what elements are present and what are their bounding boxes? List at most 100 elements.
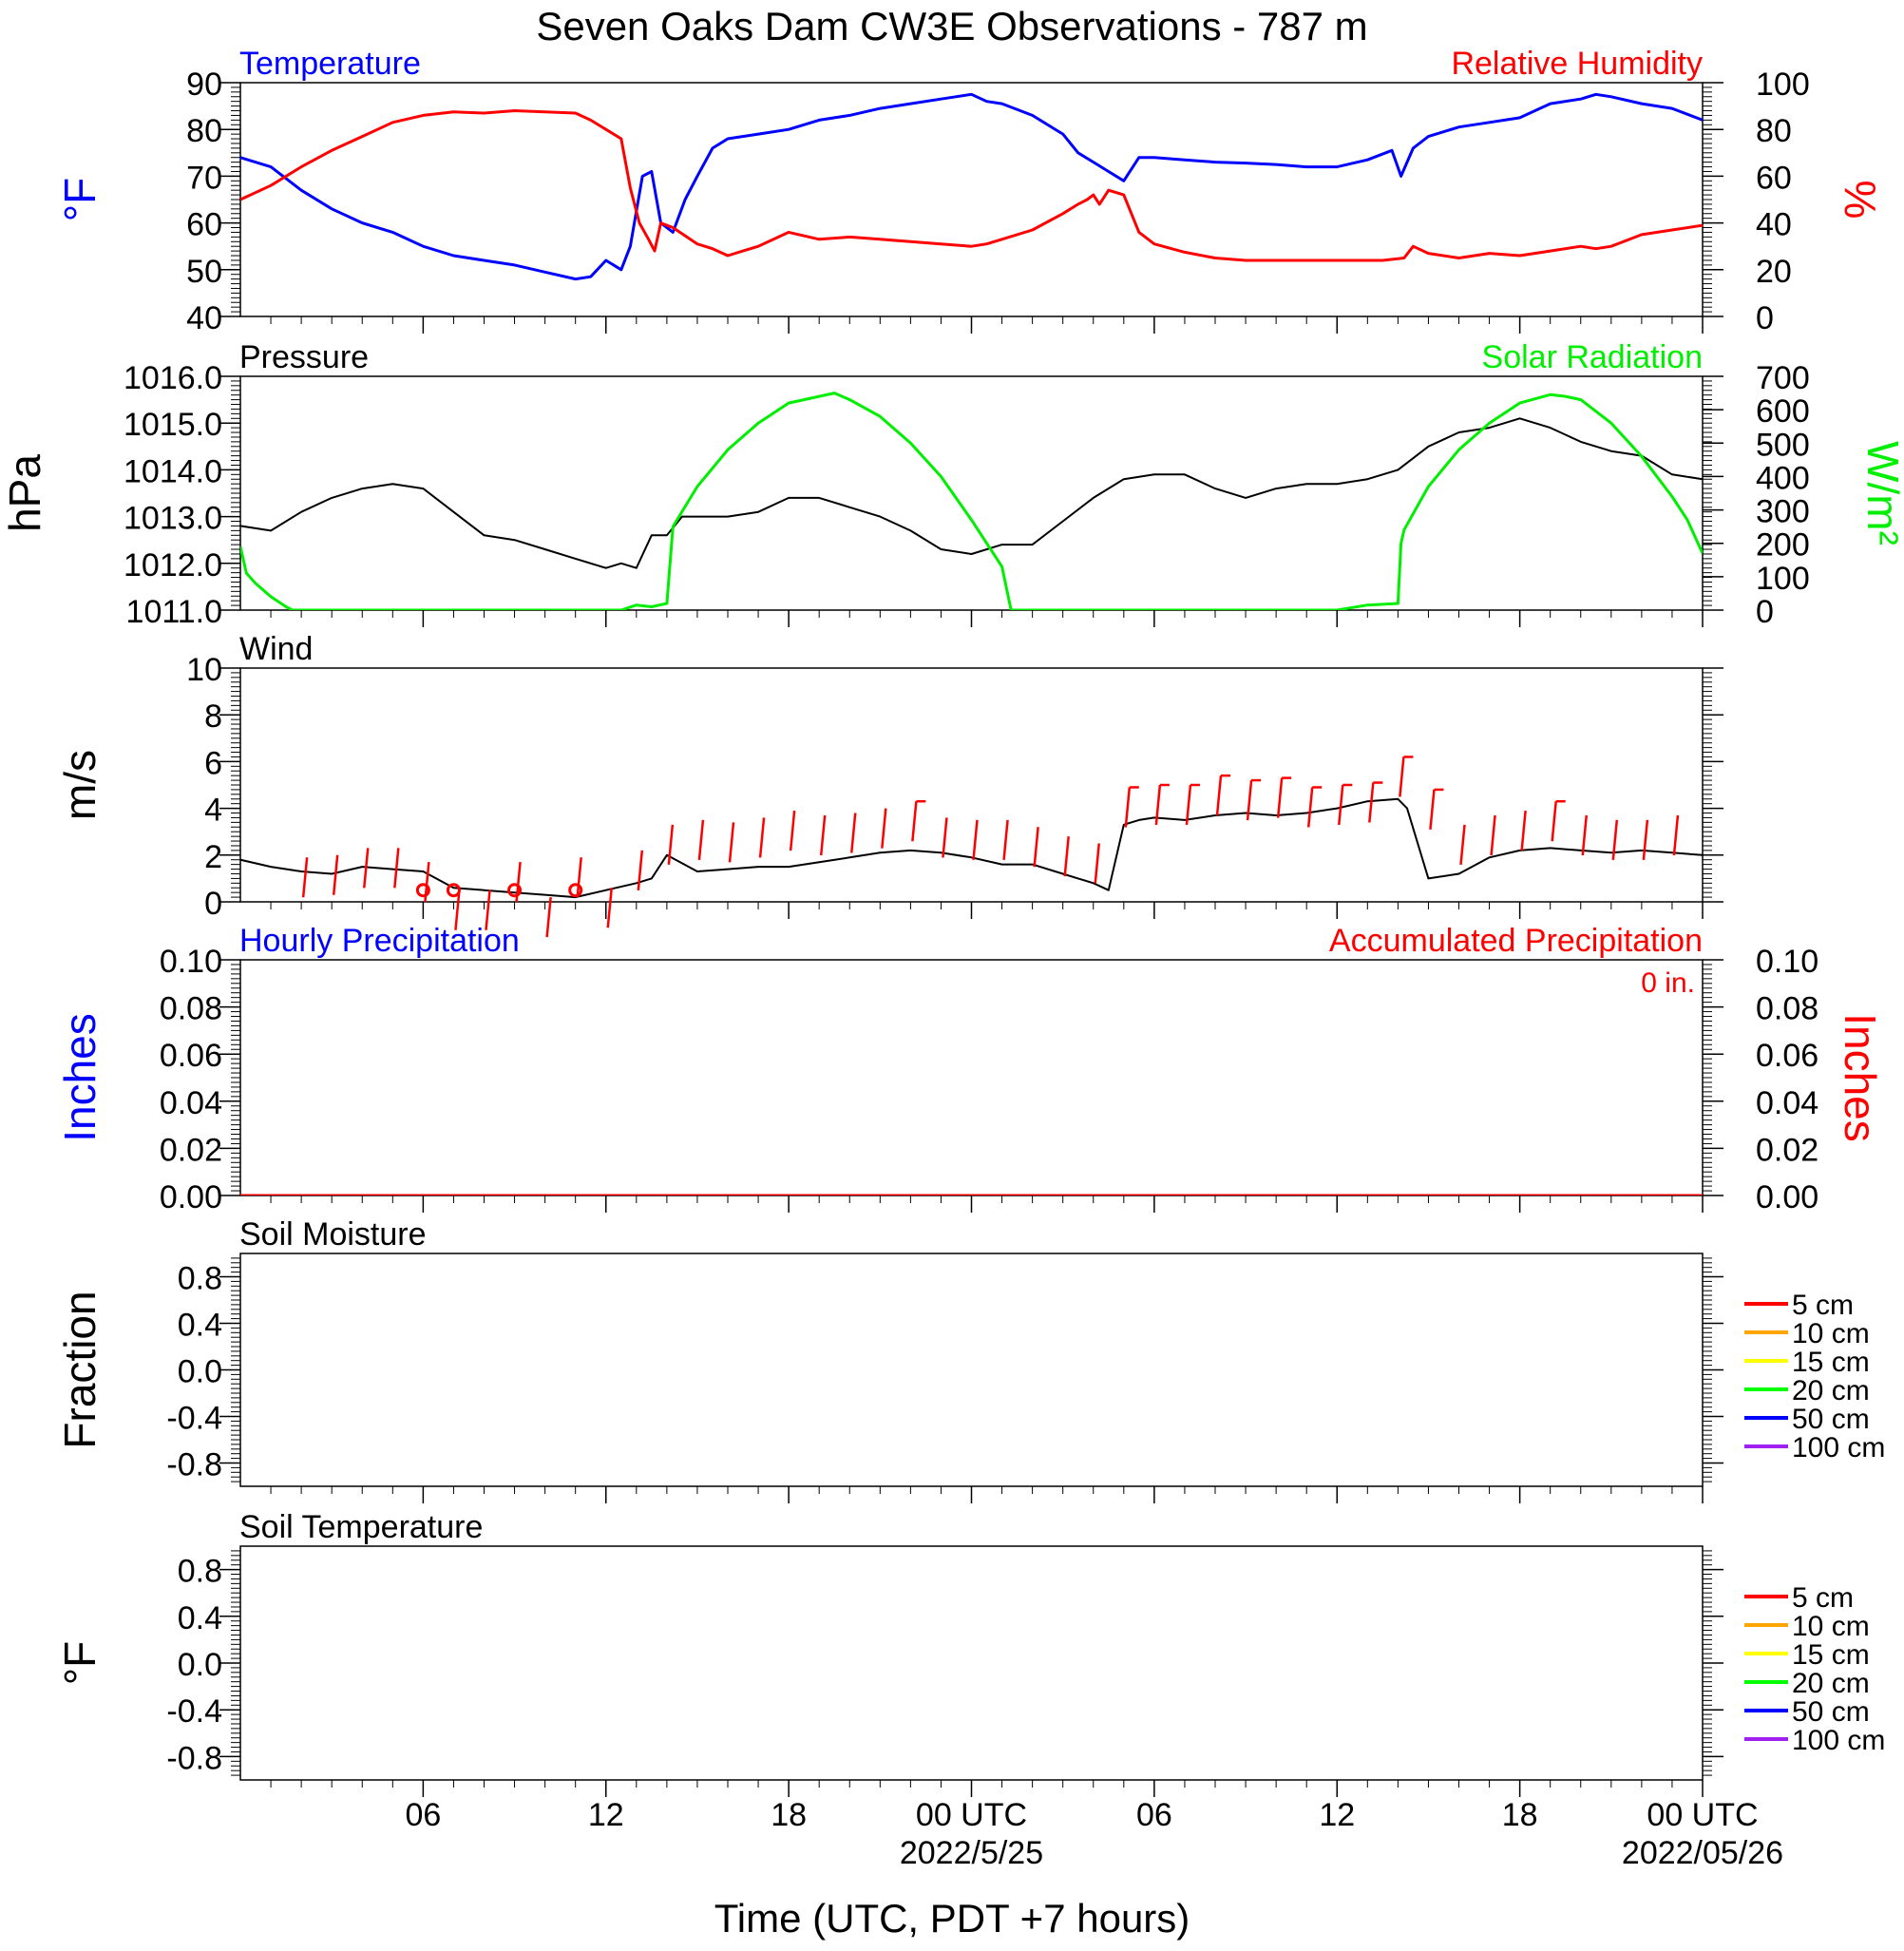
panel-title-left: Pressure	[239, 339, 369, 375]
legend-label: 100 cm	[1792, 1725, 1885, 1756]
y-tick-label-right: 80	[1756, 113, 1792, 149]
y-tick-label-right: 400	[1756, 460, 1810, 496]
y-tick-label-left: -0.4	[166, 1693, 222, 1730]
wind-barb	[667, 824, 675, 865]
wind-barb	[485, 889, 491, 930]
wind-barb	[1306, 787, 1314, 828]
y-tick-label-left: 0.08	[160, 991, 222, 1027]
series-group	[240, 797, 1703, 899]
x-tick-label: 06	[405, 1797, 441, 1833]
panel-soil_moisture: -0.8 -0.4 0.0 0.4 0.8 Soil Moisture Fraction 5 …	[55, 1216, 1885, 1503]
wind-barb	[332, 854, 339, 895]
x-tick-label: 18	[1502, 1797, 1538, 1833]
plot-frame	[239, 82, 1704, 317]
calm-wind-marker	[446, 883, 461, 898]
wind-barb	[1399, 756, 1405, 797]
y-tick-label-left: 6	[204, 745, 222, 781]
y-tick-label-left: 80	[186, 113, 222, 149]
y-tick-label-left: 10	[186, 652, 222, 688]
panel-title-right: Accumulated Precipitation	[1329, 923, 1703, 959]
y-axis-label-left: °F	[55, 1641, 105, 1686]
calm-wind-marker	[415, 883, 430, 898]
panel-title-left: Temperature	[239, 46, 421, 82]
wind-barb	[545, 896, 552, 938]
y-tick-label-left: 8	[204, 698, 222, 735]
legend-label: 50 cm	[1792, 1696, 1870, 1728]
wind-barb	[1185, 784, 1192, 826]
y-tick-label-left: -0.8	[166, 1447, 222, 1483]
wind-barb	[1094, 843, 1100, 884]
legend-label: 20 cm	[1792, 1668, 1870, 1699]
wind-barb	[1459, 824, 1466, 865]
x-date-label: 2022/05/26	[1622, 1835, 1783, 1871]
panel-title-left: Hourly Precipitation	[239, 923, 520, 959]
y-axis-label-right: Inches	[1836, 1013, 1885, 1142]
y-axis-label-left: hPa	[0, 454, 49, 532]
wind-barb	[697, 819, 705, 861]
wind-barb	[1154, 784, 1162, 826]
y-tick-label-left: 1011.0	[126, 594, 222, 630]
y-tick-label-left: 1016.0	[124, 360, 222, 396]
y-tick-label-left: 2	[204, 839, 222, 875]
y-tick-label-right: 0.10	[1756, 944, 1818, 980]
legend-label: 10 cm	[1792, 1611, 1870, 1642]
y-axis-label-left: Inches	[55, 1013, 105, 1142]
wind-barb	[911, 801, 918, 842]
y-tick-label-right: 700	[1756, 360, 1810, 396]
series-line-wind	[240, 797, 1703, 899]
wind-barb	[1246, 779, 1253, 821]
y-tick-label-right: 200	[1756, 527, 1810, 564]
y-tick-label-left: 0.0	[178, 1354, 222, 1390]
y-tick-label-right: 0.02	[1756, 1132, 1818, 1168]
wind-barb	[850, 813, 857, 853]
wind-barb	[1124, 787, 1132, 828]
y-tick-label-left: 0.06	[160, 1038, 222, 1074]
wind-barb	[1611, 819, 1619, 861]
y-tick-label-right: 500	[1756, 427, 1810, 463]
y-tick-label-left: 50	[186, 254, 222, 290]
y-tick-label-left: 1012.0	[124, 547, 222, 583]
y-tick-label-left: 4	[204, 793, 222, 829]
panel-title-left: Wind	[239, 631, 313, 667]
y-axis-label-right: W/m²	[1858, 441, 1904, 545]
wind-barb	[1672, 814, 1680, 856]
wind-barb	[1490, 814, 1496, 856]
y-tick-label-left: 40	[186, 300, 222, 336]
panel-press_solar: 1011.0 1012.0 1013.0 1014.0 1015.0 1016.0 0100…	[0, 339, 1904, 630]
x-tick-label: 00 UTC	[916, 1797, 1027, 1833]
x-tick-label: 06	[1136, 1797, 1172, 1833]
wind-barb	[1002, 819, 1009, 861]
wind-barb	[1642, 819, 1649, 861]
wind-barb	[637, 850, 644, 890]
y-axis-label-left: °F	[55, 178, 105, 222]
panel-annotation: 0 in.	[1641, 967, 1695, 999]
y-tick-label-right: 60	[1756, 160, 1792, 196]
wind-barb	[1338, 784, 1344, 826]
series-line-temperature	[240, 92, 1703, 281]
y-tick-label-left: -0.4	[166, 1401, 222, 1437]
wind-barb	[454, 889, 461, 930]
x-tick-label: 12	[1319, 1797, 1355, 1833]
wind-barb	[606, 888, 613, 928]
series-group	[240, 392, 1703, 610]
x-tick-label: 00 UTC	[1647, 1797, 1758, 1833]
legend-label: 15 cm	[1792, 1347, 1870, 1378]
y-tick-label-left: 0.8	[178, 1261, 222, 1297]
wind-barb	[972, 819, 979, 861]
y-tick-label-right: 100	[1756, 561, 1810, 597]
legend-label: 20 cm	[1792, 1375, 1870, 1406]
series-line-solar-radiation	[240, 392, 1703, 610]
figure-title: Seven Oaks Dam CW3E Observations - 787 m	[536, 4, 1367, 48]
y-tick-label-left: 0.00	[160, 1179, 222, 1215]
plot-frame	[239, 667, 1704, 903]
y-tick-label-right: 0.04	[1756, 1085, 1818, 1121]
y-tick-label-right: 0	[1756, 594, 1774, 630]
y-tick-label-left: 0	[204, 886, 222, 922]
wind-barb	[758, 817, 766, 858]
wind-barb	[1215, 775, 1223, 816]
legend-label: 50 cm	[1792, 1404, 1870, 1435]
y-tick-label-left: 0.4	[178, 1308, 222, 1344]
